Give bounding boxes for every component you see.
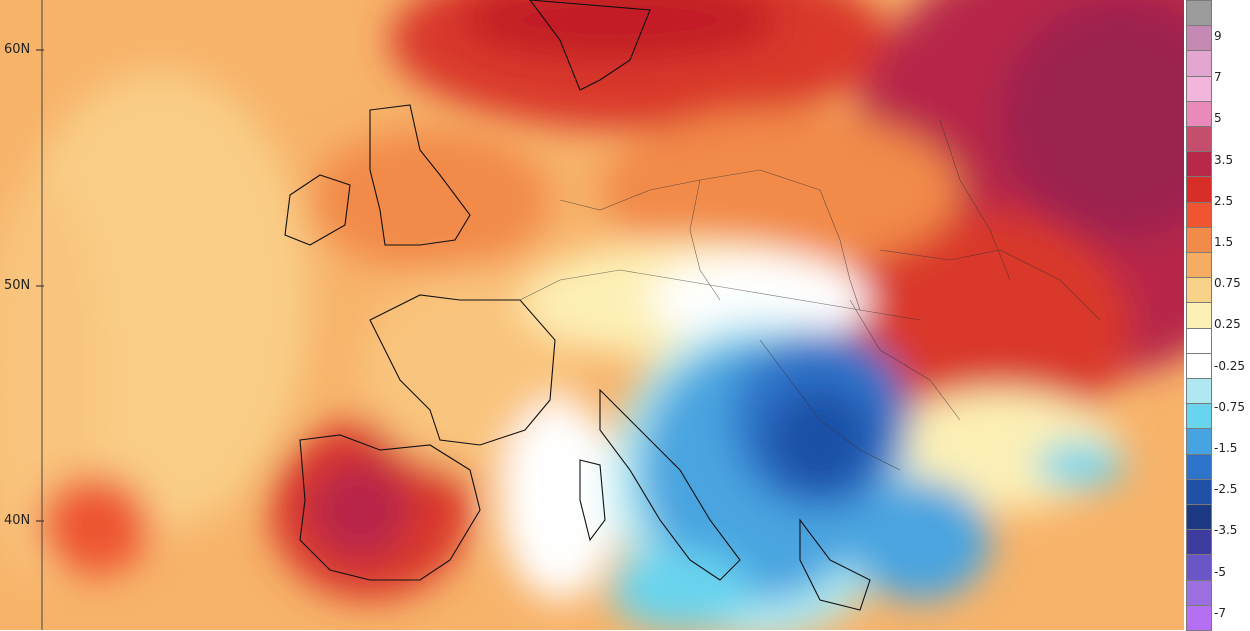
legend-color-box xyxy=(1186,277,1212,304)
legend-color-box xyxy=(1186,50,1212,77)
legend-color-box xyxy=(1186,302,1212,329)
legend-color-box xyxy=(1186,176,1212,203)
legend-color-box xyxy=(1186,504,1212,531)
legend-label: -7 xyxy=(1214,605,1226,620)
legend-color-box xyxy=(1186,201,1212,228)
color-legend: 9 7 5 3.5 2.5 1.5 0.75 0.25 -0.25 -0.75 -1.5 -2.5 -3… xyxy=(1184,0,1250,631)
legend-color-box xyxy=(1186,428,1212,455)
legend-color-box xyxy=(1186,352,1212,379)
legend-label: 9 xyxy=(1214,29,1222,43)
legend-color-box xyxy=(1186,327,1212,354)
coastlines xyxy=(284,0,871,611)
legend-color-box xyxy=(1186,75,1212,102)
legend-color-box xyxy=(1186,151,1212,178)
legend-label: 1.5 xyxy=(1214,235,1234,249)
legend-label: -0.75 xyxy=(1214,399,1246,414)
legend-color-box xyxy=(1186,100,1212,127)
legend-label: -3.5 xyxy=(1214,523,1238,538)
legend-color-box xyxy=(1186,25,1212,52)
legend-label: 2.5 xyxy=(1214,193,1234,208)
lat-label-50n: 50N xyxy=(4,278,31,293)
legend-label: -0.25 xyxy=(1214,358,1246,373)
legend-color-box xyxy=(1186,226,1212,253)
legend-label: -1.5 xyxy=(1214,441,1238,455)
legend-color-box xyxy=(1186,378,1212,405)
map-canvas xyxy=(0,0,1184,630)
legend-color-box xyxy=(1186,453,1212,480)
legend-label: 0.25 xyxy=(1214,317,1241,332)
lat-label-60n: 60N xyxy=(4,42,31,57)
legend-color-box xyxy=(1186,0,1212,27)
legend-color-box xyxy=(1186,579,1212,606)
lat-ticks xyxy=(36,49,44,522)
legend-color-box xyxy=(1186,252,1212,279)
lat-label-40n: 40N xyxy=(4,513,31,528)
anomaly-field xyxy=(0,0,1184,630)
legend-color-box xyxy=(1186,478,1212,505)
legend-label: -5 xyxy=(1214,564,1226,579)
legend-label: 5 xyxy=(1214,111,1222,126)
borders xyxy=(519,119,1101,471)
legend-color-box xyxy=(1186,554,1212,581)
legend-label: 3.5 xyxy=(1214,152,1234,167)
legend-label: 0.75 xyxy=(1214,276,1241,291)
legend-color-box xyxy=(1186,604,1212,631)
legend-label: 7 xyxy=(1214,70,1222,85)
legend-label: -2.5 xyxy=(1214,482,1238,497)
legend-color-box xyxy=(1186,529,1212,556)
legend-color-box xyxy=(1186,403,1212,430)
legend-color-box xyxy=(1186,126,1212,153)
